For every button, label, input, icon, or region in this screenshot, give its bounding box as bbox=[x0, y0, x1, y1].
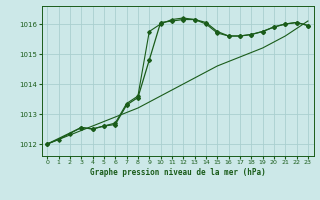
X-axis label: Graphe pression niveau de la mer (hPa): Graphe pression niveau de la mer (hPa) bbox=[90, 168, 266, 177]
